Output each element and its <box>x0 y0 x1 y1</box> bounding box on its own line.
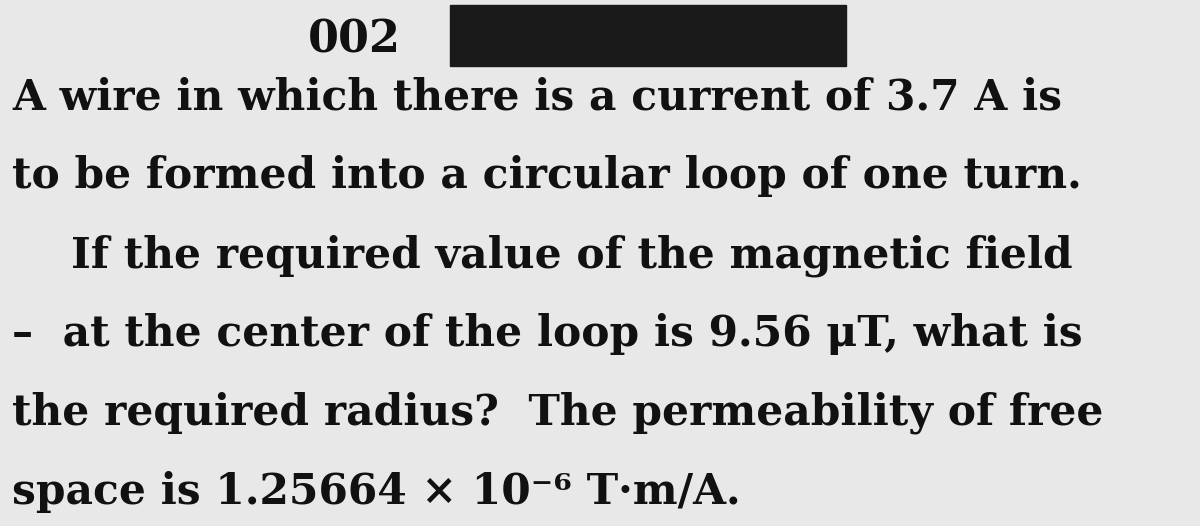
Text: If the required value of the magnetic field: If the required value of the magnetic fi… <box>12 234 1073 277</box>
Text: –  at the center of the loop is 9.56 μT, what is: – at the center of the loop is 9.56 μT, … <box>12 313 1082 355</box>
Text: the required radius?  The permeability of free: the required radius? The permeability of… <box>12 392 1103 434</box>
Text: to be formed into a circular loop of one turn.: to be formed into a circular loop of one… <box>12 155 1081 197</box>
Text: 002: 002 <box>307 18 401 62</box>
Text: A wire in which there is a current of 3.7 A is: A wire in which there is a current of 3.… <box>12 76 1062 118</box>
Text: space is 1.25664 × 10⁻⁶ T·m/A.: space is 1.25664 × 10⁻⁶ T·m/A. <box>12 471 740 513</box>
Bar <box>450 5 846 66</box>
